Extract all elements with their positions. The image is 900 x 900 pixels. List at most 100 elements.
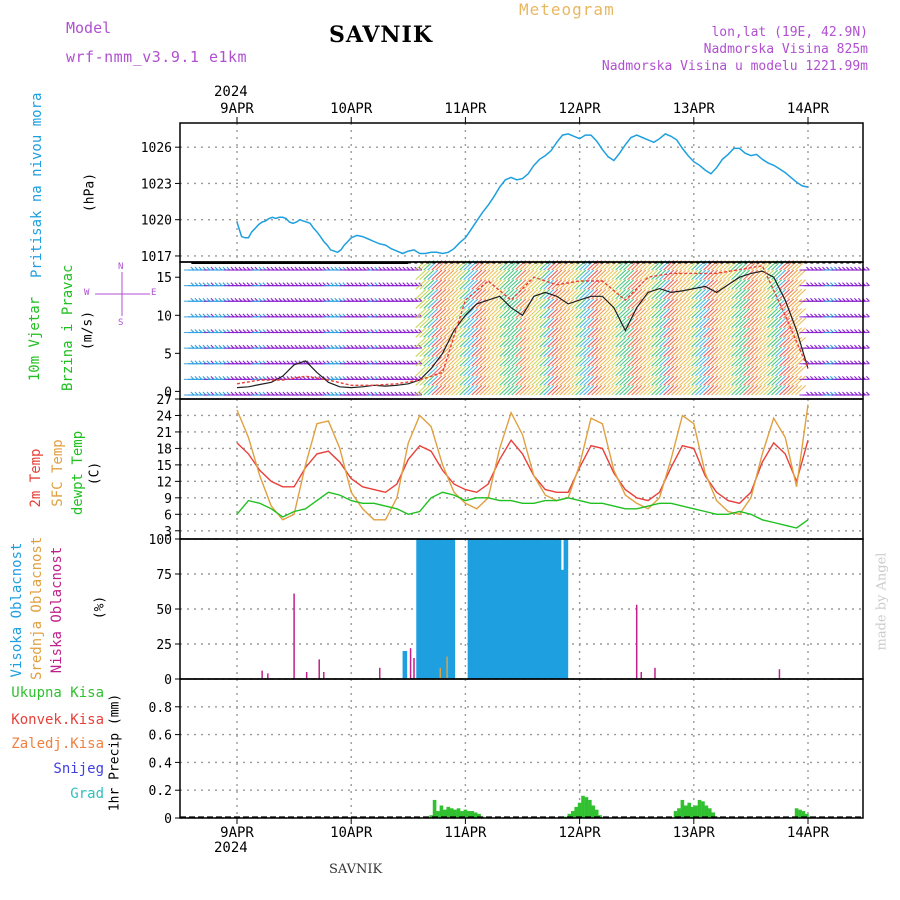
wind-barb: [419, 308, 431, 319]
wind-barb: [499, 336, 511, 348]
wind-barb: [539, 288, 551, 300]
wind-barb: [507, 385, 519, 396]
wind-barb: [511, 279, 523, 290]
wind-barb: [623, 269, 635, 281]
wind-barb: [627, 356, 639, 367]
wind-barb: [643, 327, 655, 338]
wind-barb: [519, 336, 531, 348]
wind-barb: [755, 308, 767, 319]
wind-barb: [687, 356, 699, 367]
wind-barb: [715, 298, 727, 309]
wind-barb: [575, 336, 587, 348]
wind-barb: [523, 317, 535, 329]
precip-bar: [460, 811, 464, 818]
wind-barb: [539, 356, 551, 367]
wind-barb: [503, 346, 515, 357]
wind-barb: [663, 308, 675, 319]
wind-barb: [459, 308, 471, 319]
wind-barb: [519, 298, 531, 309]
wind-barb: [579, 346, 591, 357]
wind-barb: [707, 298, 719, 309]
wind-barb: [575, 346, 587, 357]
ytick-label-temp: 9: [164, 492, 172, 507]
wind-barb: [647, 308, 659, 319]
wind-barb: [595, 375, 607, 386]
wind-barb: [683, 269, 695, 281]
wind-barb: [759, 308, 771, 319]
wind-barb: [707, 385, 719, 396]
wind-barb: [775, 327, 787, 338]
wind-barb: [751, 317, 763, 329]
cloud-bar-low: [654, 667, 656, 679]
precip-bar: [684, 805, 688, 818]
wind-barb: [615, 279, 627, 290]
precip-bar: [477, 813, 481, 818]
wind-barb: [495, 385, 507, 396]
wind-barb: [783, 375, 795, 386]
cloud-bar-high: [546, 539, 552, 679]
wind-barb: [787, 365, 799, 377]
wind-barb: [755, 288, 767, 300]
wind-barb: [635, 346, 647, 357]
wind-barb: [755, 279, 767, 290]
wind-barb: [719, 375, 731, 386]
wind-barb: [639, 375, 651, 386]
wind-barb: [467, 317, 479, 329]
wind-barb: [739, 336, 751, 348]
precip-bar: [673, 811, 678, 818]
wind-barb: [735, 356, 747, 367]
wind-barb: [739, 327, 751, 338]
wind-barb: [627, 298, 639, 309]
wind-barb: [667, 317, 679, 329]
wind-barb: [567, 317, 579, 329]
ytick-label-cloud: 50: [156, 603, 172, 618]
wind-barb: [866, 344, 870, 349]
wind-barb: [755, 317, 767, 329]
wind-barb: [759, 317, 771, 329]
cloud-bar-high: [556, 539, 562, 679]
wind-barb: [755, 327, 767, 338]
wind-barb: [431, 298, 443, 309]
wind-barb: [423, 356, 435, 367]
wind-barb: [651, 288, 663, 300]
wind-barb: [751, 308, 763, 319]
cloud-bar-low: [305, 672, 308, 679]
coords: lon,lat (19E, 42.9N): [711, 25, 868, 40]
wind-barb: [623, 279, 635, 290]
wind-barb: [459, 365, 471, 377]
wind-barb: [711, 356, 723, 367]
wind-barb: [451, 385, 463, 396]
wind-barb: [575, 269, 587, 281]
wind-barb: [431, 279, 443, 290]
wind-barb: [767, 385, 779, 396]
wind-barb: [479, 269, 491, 281]
wind-barb: [479, 288, 491, 300]
wind-barb: [535, 356, 547, 367]
wind-barb: [471, 375, 483, 386]
wind-barb: [519, 375, 531, 386]
wind-barb: [627, 317, 639, 329]
cloud-bar-high: [471, 539, 476, 679]
ytick-label-precip: 0.8: [149, 701, 172, 716]
wind-barb: [575, 375, 587, 386]
wind-barb: [583, 288, 595, 300]
wind-barb: [491, 298, 503, 309]
wind-barb: [651, 346, 663, 357]
wind-barb: [423, 327, 435, 338]
wind-barb: [651, 365, 663, 377]
wind-barb: [579, 385, 591, 396]
wind-barb: [455, 288, 467, 300]
wind-barb: [599, 317, 611, 329]
wind-barb: [527, 308, 539, 319]
precip-bar: [574, 806, 578, 818]
wind-barb: [575, 365, 587, 377]
wind-barb: [499, 279, 511, 290]
wind-barb: [583, 365, 595, 377]
wind-barb: [547, 336, 559, 348]
wind-barb: [463, 385, 475, 396]
wind-barb: [663, 336, 675, 348]
wind-barb: [427, 365, 439, 377]
wind-barb: [415, 269, 427, 281]
wind-barb: [575, 356, 587, 367]
